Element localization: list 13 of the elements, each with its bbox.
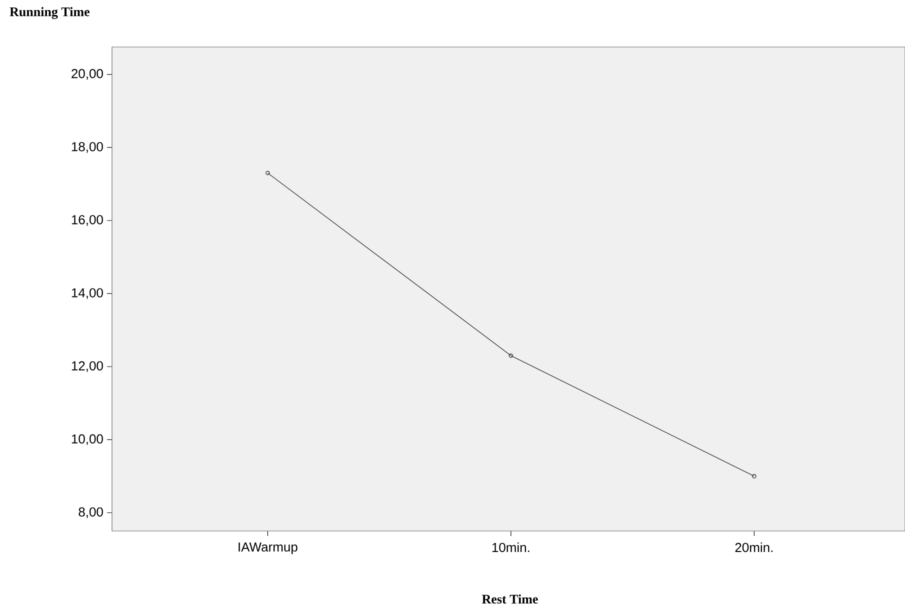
- x-tick-label: IAWarmup: [238, 542, 298, 554]
- y-tick-label: 12,00: [72, 361, 103, 372]
- y-axis-title: Running Time: [10, 7, 90, 19]
- x-tick-label: 10min.: [492, 542, 530, 552]
- y-tick-label: 16,00: [72, 215, 103, 226]
- y-tick-label: 14,00: [72, 288, 103, 299]
- x-tick-label: 20min.: [735, 542, 773, 552]
- y-tick-label: 18,00: [72, 142, 103, 153]
- y-tick-label: 20,00: [72, 69, 103, 80]
- y-tick-label: 8,00: [78, 507, 103, 518]
- y-tick-label: 10,00: [72, 434, 103, 446]
- point: [508, 354, 514, 358]
- x-axis-title: Rest Time: [482, 594, 538, 604]
